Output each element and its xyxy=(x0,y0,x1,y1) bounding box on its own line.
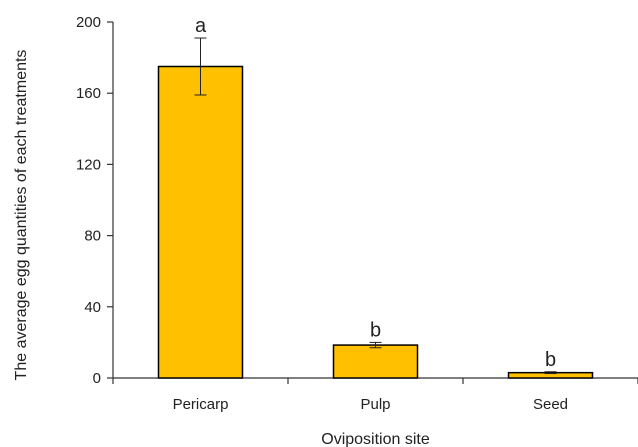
significance-label: a xyxy=(195,15,207,37)
x-tick-label: Pulp xyxy=(360,396,390,413)
y-tick-label: 200 xyxy=(76,14,101,31)
significance-label: b xyxy=(545,349,556,371)
y-tick-label: 120 xyxy=(76,156,101,173)
y-axis: 0 40 80 120 160 200 xyxy=(76,14,114,387)
bars: a b b xyxy=(157,15,594,379)
y-tick-label: 0 xyxy=(93,370,101,387)
bar-pulp xyxy=(332,344,419,379)
x-axis-title: Oviposition site xyxy=(321,431,430,447)
y-axis-title: The average egg quantities of each treat… xyxy=(13,50,30,381)
significance-label: b xyxy=(370,319,381,341)
bar-pericarp xyxy=(157,65,244,379)
x-tick-label: Seed xyxy=(533,396,568,413)
x-tick-label: Pericarp xyxy=(173,396,229,413)
y-tick-label: 80 xyxy=(84,228,101,245)
x-axis: Pericarp Pulp Seed xyxy=(112,377,638,413)
y-tick-label: 160 xyxy=(76,85,101,102)
y-tick-label: 40 xyxy=(84,299,101,316)
